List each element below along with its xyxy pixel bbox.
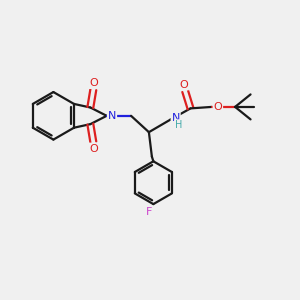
Text: O: O [89, 78, 98, 88]
Text: N: N [172, 113, 180, 123]
Text: H: H [175, 120, 182, 130]
Text: O: O [89, 143, 98, 154]
Text: F: F [146, 207, 152, 218]
Text: O: O [179, 80, 188, 90]
Text: N: N [108, 111, 116, 121]
Text: O: O [214, 102, 222, 112]
